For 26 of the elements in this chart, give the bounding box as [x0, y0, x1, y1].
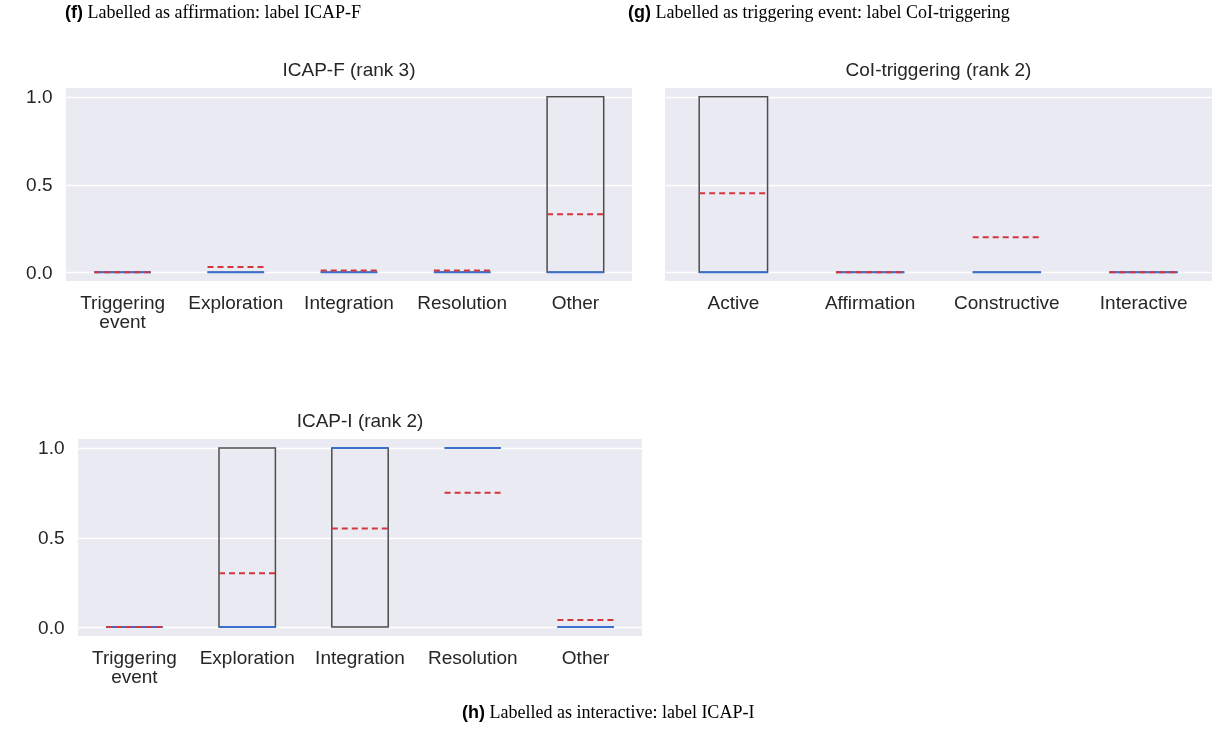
y-tick-label: 1.0: [38, 437, 65, 459]
y-tick-label: 0.0: [26, 261, 53, 283]
y-tick-label: 1.0: [26, 86, 53, 108]
x-tick-label: Active: [707, 291, 760, 313]
y-tick-label: 0.5: [38, 527, 65, 548]
text: (h) Labelled as interactive: label ICAP-I: [462, 702, 755, 722]
chart-title: ICAP-F (rank 3): [282, 58, 416, 80]
x-tick-label: Integration: [315, 646, 405, 668]
x-tick-label: Exploration: [188, 291, 284, 313]
x-tick-label: Interactive: [1099, 291, 1188, 313]
y-tick-label: 0.0: [38, 616, 65, 638]
x-tick-label: Exploration: [199, 646, 295, 668]
x-tick-label: Resolution: [427, 646, 518, 668]
x-tick-label: Other: [551, 291, 600, 313]
x-tick-label: Other: [561, 646, 611, 668]
x-tick-label: Integration: [304, 291, 394, 313]
y-tick-label: 0.5: [26, 174, 53, 195]
x-tick-label: Triggering event: [80, 291, 166, 332]
x-tick-label: Resolution: [417, 291, 508, 313]
text: (g) Labelled as triggering event: label CoI-triggering: [628, 2, 1010, 22]
chart-title: ICAP-I (rank 2): [296, 409, 424, 431]
x-tick-label: Constructive: [954, 291, 1060, 313]
chart-title: CoI-triggering (rank 2): [845, 59, 1032, 80]
x-tick-label: Triggering event: [91, 646, 177, 687]
x-tick-label: Affirmation: [824, 291, 916, 313]
text: (f) Labelled as affirmation: label ICAP-F: [65, 2, 362, 22]
